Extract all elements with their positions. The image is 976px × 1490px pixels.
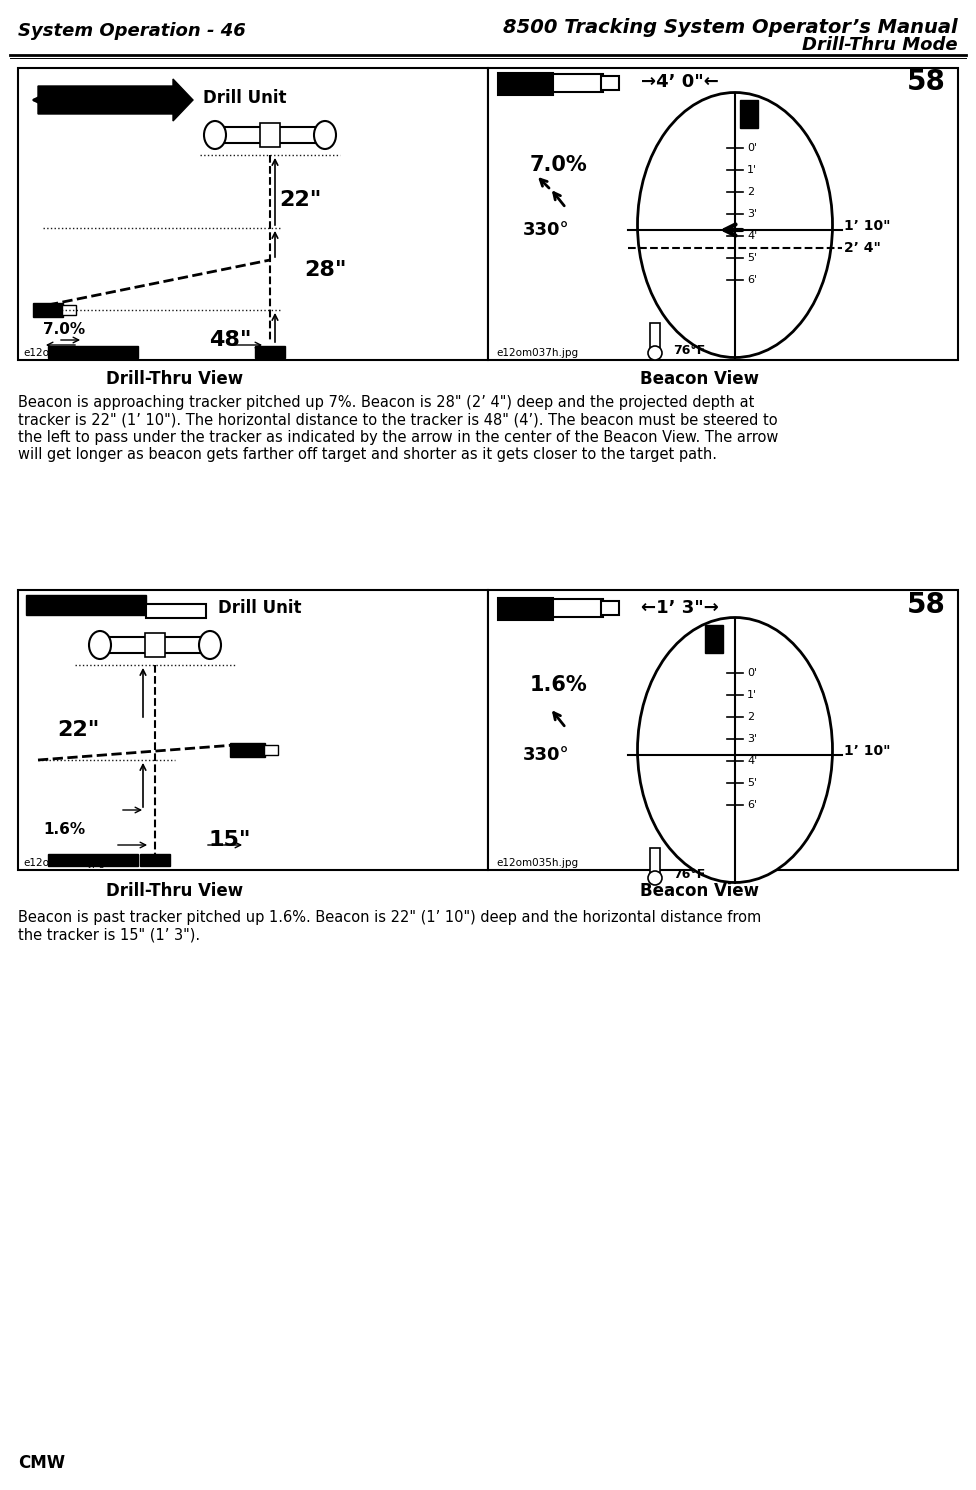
Text: 76°F: 76°F <box>673 869 706 882</box>
Ellipse shape <box>648 346 662 361</box>
Text: 1': 1' <box>747 690 757 700</box>
Text: 6': 6' <box>747 276 757 285</box>
Text: Beacon View: Beacon View <box>640 882 759 900</box>
Text: 58: 58 <box>907 69 946 95</box>
Bar <box>650 323 660 353</box>
Text: 3': 3' <box>747 735 757 744</box>
Text: 3': 3' <box>747 209 757 219</box>
Bar <box>230 744 265 757</box>
Bar <box>260 124 280 148</box>
Text: 2: 2 <box>747 712 754 723</box>
Bar <box>553 74 603 92</box>
Text: 22": 22" <box>57 720 100 741</box>
Text: 1’ 10": 1’ 10" <box>844 744 890 758</box>
Text: ←1’ 3"→: ←1’ 3"→ <box>641 599 719 617</box>
Text: Drill-Thru View: Drill-Thru View <box>106 370 244 387</box>
Text: System Operation - 46: System Operation - 46 <box>18 22 246 40</box>
Text: 58: 58 <box>907 592 946 618</box>
Text: 22": 22" <box>279 191 321 210</box>
Bar <box>650 848 660 878</box>
Text: Beacon is approaching tracker pitched up 7%. Beacon is 28" (2’ 4") deep and the : Beacon is approaching tracker pitched up… <box>18 395 779 462</box>
Text: 7.0%: 7.0% <box>43 322 85 338</box>
Bar <box>705 624 723 653</box>
Text: 1': 1' <box>747 165 757 174</box>
Text: e12om035h.jpg: e12om035h.jpg <box>496 858 578 869</box>
Text: 6': 6' <box>747 800 757 811</box>
Text: 5': 5' <box>747 778 757 788</box>
Text: 1.6%: 1.6% <box>530 675 588 694</box>
Text: 15": 15" <box>209 830 251 849</box>
Bar <box>26 595 146 615</box>
Bar <box>62 305 76 314</box>
Text: 48": 48" <box>209 329 251 350</box>
Ellipse shape <box>637 92 833 358</box>
Text: 4': 4' <box>747 231 757 241</box>
Text: 2’ 4": 2’ 4" <box>844 241 881 255</box>
Ellipse shape <box>648 872 662 885</box>
Bar <box>601 600 619 615</box>
Bar <box>210 127 330 143</box>
Text: Beacon is past tracker pitched up 1.6%. Beacon is 22" (1’ 10") deep and the hori: Beacon is past tracker pitched up 1.6%. … <box>18 910 761 942</box>
Text: 330°: 330° <box>523 221 570 238</box>
Text: 8500 Tracking System Operator’s Manual: 8500 Tracking System Operator’s Manual <box>504 18 958 37</box>
Text: 0': 0' <box>747 668 757 678</box>
Text: 2: 2 <box>747 188 754 197</box>
Bar <box>488 69 958 361</box>
Polygon shape <box>38 79 193 121</box>
Ellipse shape <box>637 617 833 882</box>
Bar <box>255 346 285 358</box>
Ellipse shape <box>89 630 111 659</box>
Text: 330°: 330° <box>523 746 570 764</box>
Bar <box>33 302 63 317</box>
Text: Drill Unit: Drill Unit <box>203 89 287 107</box>
Bar <box>498 597 553 620</box>
Text: e12om034h.jpg: e12om034h.jpg <box>23 349 105 358</box>
Text: 28": 28" <box>304 259 346 280</box>
Bar <box>488 590 958 870</box>
Text: 0': 0' <box>747 143 757 153</box>
Text: Drill-Thru View: Drill-Thru View <box>106 882 244 900</box>
Text: 1.6%: 1.6% <box>43 822 85 837</box>
Ellipse shape <box>204 121 226 149</box>
Bar <box>601 76 619 89</box>
Text: →4’ 0"←: →4’ 0"← <box>641 73 719 91</box>
Bar <box>498 73 553 95</box>
Text: CMW: CMW <box>18 1454 65 1472</box>
Text: e12om032h.jpg: e12om032h.jpg <box>23 858 105 869</box>
Bar <box>48 854 138 866</box>
Text: e12om037h.jpg: e12om037h.jpg <box>496 349 578 358</box>
Text: 1’ 10": 1’ 10" <box>844 219 890 232</box>
Text: 76°F: 76°F <box>673 344 706 356</box>
Bar <box>18 69 488 361</box>
Text: Drill-Thru Mode: Drill-Thru Mode <box>802 36 958 54</box>
Text: 5': 5' <box>747 253 757 264</box>
Ellipse shape <box>314 121 336 149</box>
Ellipse shape <box>199 630 221 659</box>
Bar <box>18 590 488 870</box>
Bar <box>140 854 170 866</box>
Text: Beacon View: Beacon View <box>640 370 759 387</box>
Bar <box>145 633 165 657</box>
Text: 4': 4' <box>747 755 757 766</box>
Text: Drill Unit: Drill Unit <box>218 599 302 617</box>
Bar <box>48 346 138 358</box>
Bar <box>146 603 206 618</box>
Bar <box>740 100 758 128</box>
Bar <box>553 599 603 617</box>
Bar <box>264 745 278 755</box>
Bar <box>95 638 215 653</box>
Text: 7.0%: 7.0% <box>530 155 588 174</box>
